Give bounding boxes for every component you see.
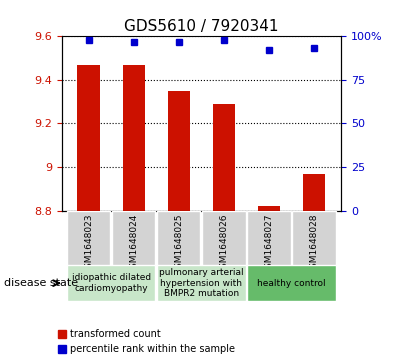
Bar: [122, 65, 145, 211]
FancyBboxPatch shape: [112, 211, 155, 265]
FancyBboxPatch shape: [202, 211, 245, 265]
FancyBboxPatch shape: [247, 211, 291, 265]
Bar: [168, 91, 190, 211]
Text: GSM1648028: GSM1648028: [309, 213, 319, 274]
Text: healthy control: healthy control: [257, 279, 326, 287]
Text: GSM1648023: GSM1648023: [84, 213, 93, 274]
Bar: [212, 104, 235, 211]
Title: GDS5610 / 7920341: GDS5610 / 7920341: [124, 19, 279, 34]
Text: GSM1648025: GSM1648025: [174, 213, 183, 274]
Text: pulmonary arterial
hypertension with
BMPR2 mutation: pulmonary arterial hypertension with BMP…: [159, 268, 244, 298]
FancyBboxPatch shape: [247, 265, 336, 301]
FancyBboxPatch shape: [157, 211, 201, 265]
Bar: [303, 174, 326, 211]
FancyBboxPatch shape: [67, 211, 110, 265]
FancyBboxPatch shape: [157, 265, 245, 301]
Text: GSM1648027: GSM1648027: [265, 213, 273, 274]
Text: GSM1648024: GSM1648024: [129, 213, 138, 274]
Bar: [77, 65, 100, 211]
FancyBboxPatch shape: [67, 265, 155, 301]
Legend: transformed count, percentile rank within the sample: transformed count, percentile rank withi…: [54, 326, 239, 358]
Text: disease state: disease state: [4, 278, 78, 288]
Text: GSM1648026: GSM1648026: [219, 213, 229, 274]
Text: idiopathic dilated
cardiomyopathy: idiopathic dilated cardiomyopathy: [72, 273, 151, 293]
FancyBboxPatch shape: [293, 211, 336, 265]
Bar: [258, 206, 280, 211]
